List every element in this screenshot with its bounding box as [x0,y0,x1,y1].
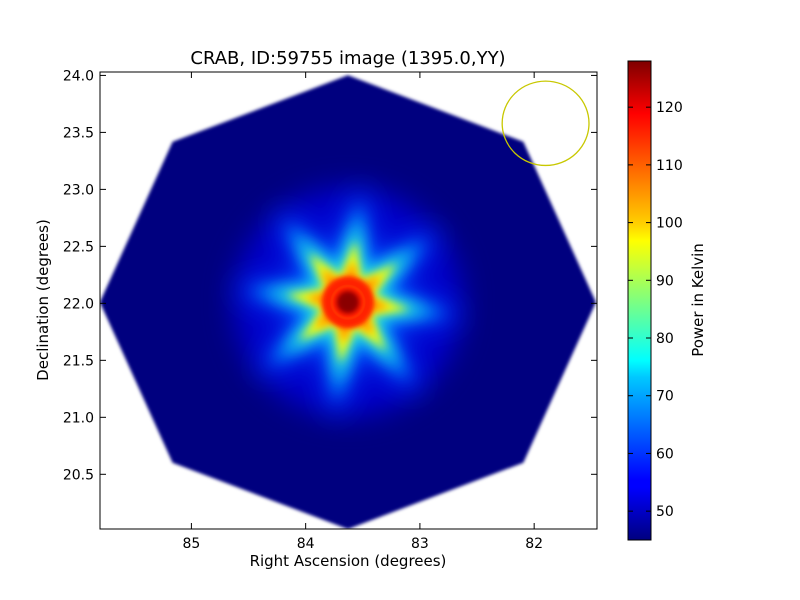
colorbar-gradient [627,60,652,541]
colorbar: 50 60 70 80 90 100 110 120 Power in Kelvin [627,60,707,541]
emission-peak [338,293,357,312]
colorbar-tick-label: 50 [656,504,674,520]
plot-area [100,75,596,529]
x-tick-label: 82 [525,536,543,552]
y-tick-label: 22.0 [63,296,94,312]
x-tick-label: 84 [297,536,315,552]
chart-title: CRAB, ID:59755 image (1395.0,YY) [190,48,505,69]
colorbar-tick-label: 70 [656,389,674,405]
y-tick-label: 23.0 [63,182,94,198]
colorbar-tick-label: 120 [656,100,683,116]
colorbar-tick-label: 60 [656,446,674,462]
beam-marker-circle [501,80,590,167]
colorbar-tick-label: 80 [656,331,674,347]
x-axis: 85 84 83 82 [182,72,543,552]
y-tick-label: 21.5 [63,353,94,369]
y-tick-label: 23.5 [63,125,94,141]
y-axis: 20.5 21.0 21.5 22.0 22.5 23.0 23.5 24.0 [63,68,597,483]
colorbar-tick-label: 110 [656,158,683,174]
colorbar-tick-label: 100 [656,216,683,232]
y-tick-label: 20.5 [63,467,94,483]
colorbar-tick-label: 90 [656,273,674,289]
colorbar-ticks: 50 60 70 80 90 100 110 120 [628,100,683,520]
y-tick-label: 22.5 [63,239,94,255]
x-tick-label: 85 [182,536,200,552]
y-axis-label: Declination (degrees) [34,219,52,381]
x-tick-label: 83 [411,536,429,552]
y-tick-label: 21.0 [63,410,94,426]
crab-source-emission [230,185,466,420]
y-tick-label: 24.0 [63,68,94,84]
x-axis-label: Right Ascension (degrees) [250,552,447,570]
plot-frame [99,71,598,530]
colorbar-label: Power in Kelvin [689,243,707,357]
